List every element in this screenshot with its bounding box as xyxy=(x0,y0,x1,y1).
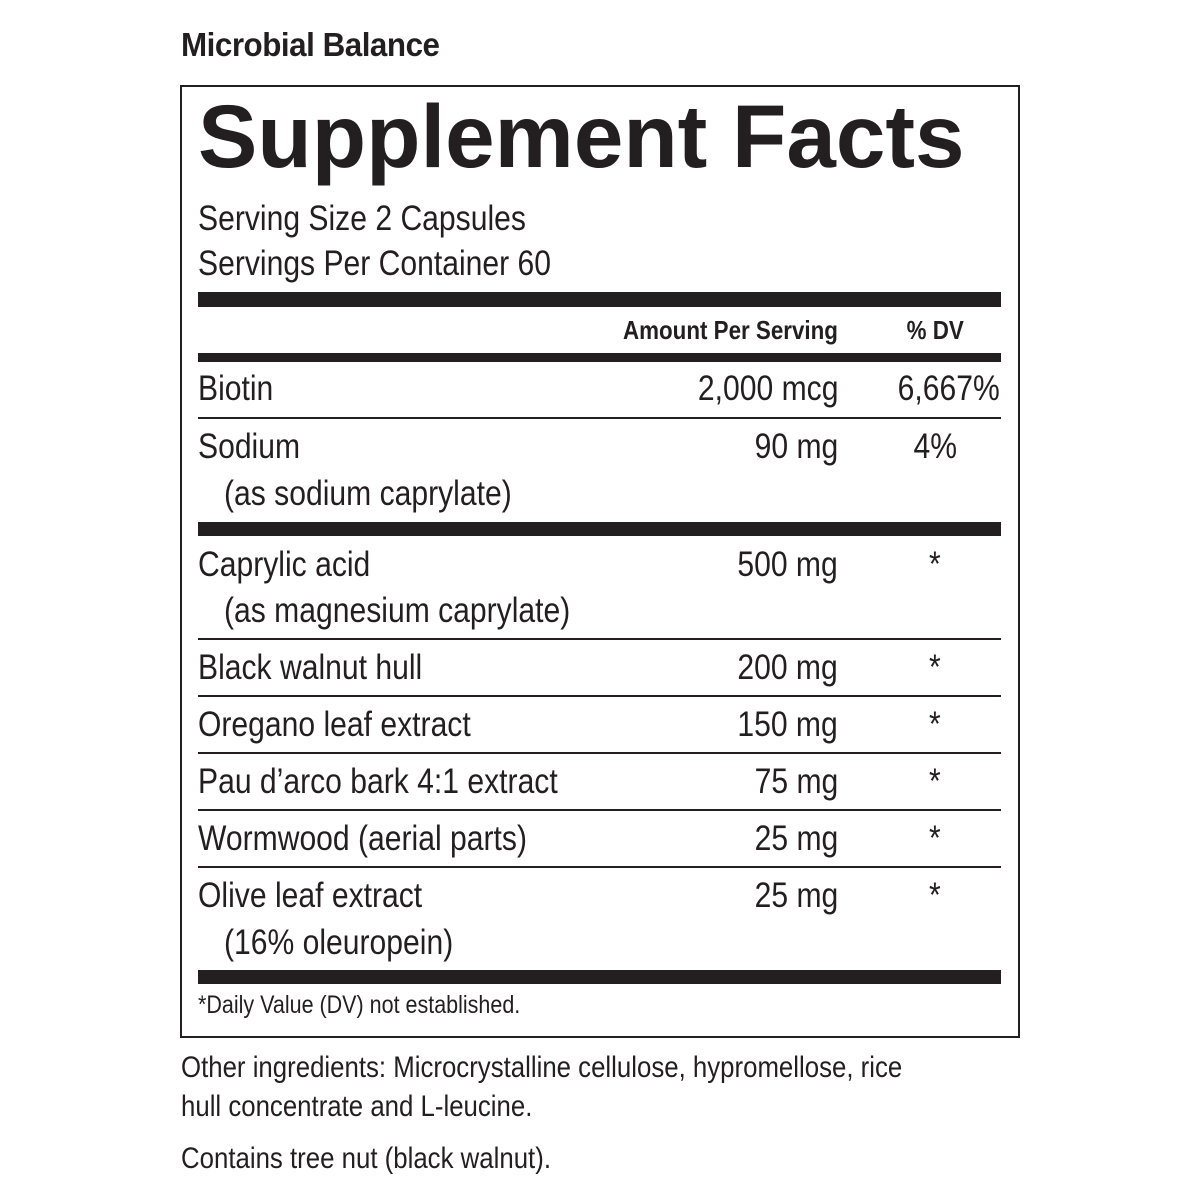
allergen-statement: Contains tree nut (black walnut). xyxy=(181,1142,551,1175)
row-dv: * xyxy=(929,545,941,584)
row-name: Olive leaf extract xyxy=(198,876,423,915)
row-subtext: (as sodium caprylate) xyxy=(224,474,512,513)
servings-per-container: Servings Per Container 60 xyxy=(198,244,552,283)
row-amount: 2,000 mcg xyxy=(697,369,838,408)
divider-medium xyxy=(198,353,1001,362)
divider-thin xyxy=(198,695,1001,697)
divider-thin xyxy=(198,809,1001,811)
row-name: Pau d’arco bark 4:1 extract xyxy=(198,762,558,801)
row-dv: * xyxy=(929,705,941,744)
row-dv: * xyxy=(929,876,941,915)
row-subtext: (16% oleuropein) xyxy=(224,923,454,962)
row-amount: 500 mg xyxy=(737,545,838,584)
row-amount: 150 mg xyxy=(737,705,838,744)
row-name: Sodium xyxy=(198,427,301,466)
row-amount: 75 mg xyxy=(754,762,838,801)
header-amount: Amount Per Serving xyxy=(623,315,838,345)
divider-thick xyxy=(198,292,1001,307)
divider-thick xyxy=(198,970,1001,984)
divider-thin xyxy=(198,866,1001,868)
serving-size: Serving Size 2 Capsules xyxy=(198,199,526,238)
row-amount: 200 mg xyxy=(737,648,838,687)
supplement-facts-panel xyxy=(180,85,1020,1038)
row-dv: * xyxy=(929,762,941,801)
product-name: Microbial Balance xyxy=(181,26,440,63)
row-name: Oregano leaf extract xyxy=(198,705,471,744)
other-ingredients-line-2: hull concentrate and L-leucine. xyxy=(181,1090,533,1123)
row-dv: * xyxy=(929,648,941,687)
row-amount: 25 mg xyxy=(754,819,838,858)
divider-thin xyxy=(198,752,1001,754)
row-subtext: (as magnesium caprylate) xyxy=(224,591,571,630)
row-name: Black walnut hull xyxy=(198,648,423,687)
row-name: Wormwood (aerial parts) xyxy=(198,819,527,858)
row-dv: 6,667% xyxy=(897,369,1000,408)
row-amount: 90 mg xyxy=(754,427,838,466)
divider-thin xyxy=(198,638,1001,640)
row-amount: 25 mg xyxy=(754,876,838,915)
header-dv: % DV xyxy=(906,315,964,345)
row-dv: 4% xyxy=(913,427,957,466)
footnote: *Daily Value (DV) not established. xyxy=(198,991,521,1019)
other-ingredients-line-1: Other ingredients: Microcrystalline cell… xyxy=(181,1051,903,1084)
row-name: Biotin xyxy=(198,369,274,408)
panel-title: Supplement Facts xyxy=(198,86,965,186)
divider-thick xyxy=(198,522,1001,536)
row-dv: * xyxy=(929,819,941,858)
row-name: Caprylic acid xyxy=(198,545,371,584)
divider-thin xyxy=(198,417,1001,419)
